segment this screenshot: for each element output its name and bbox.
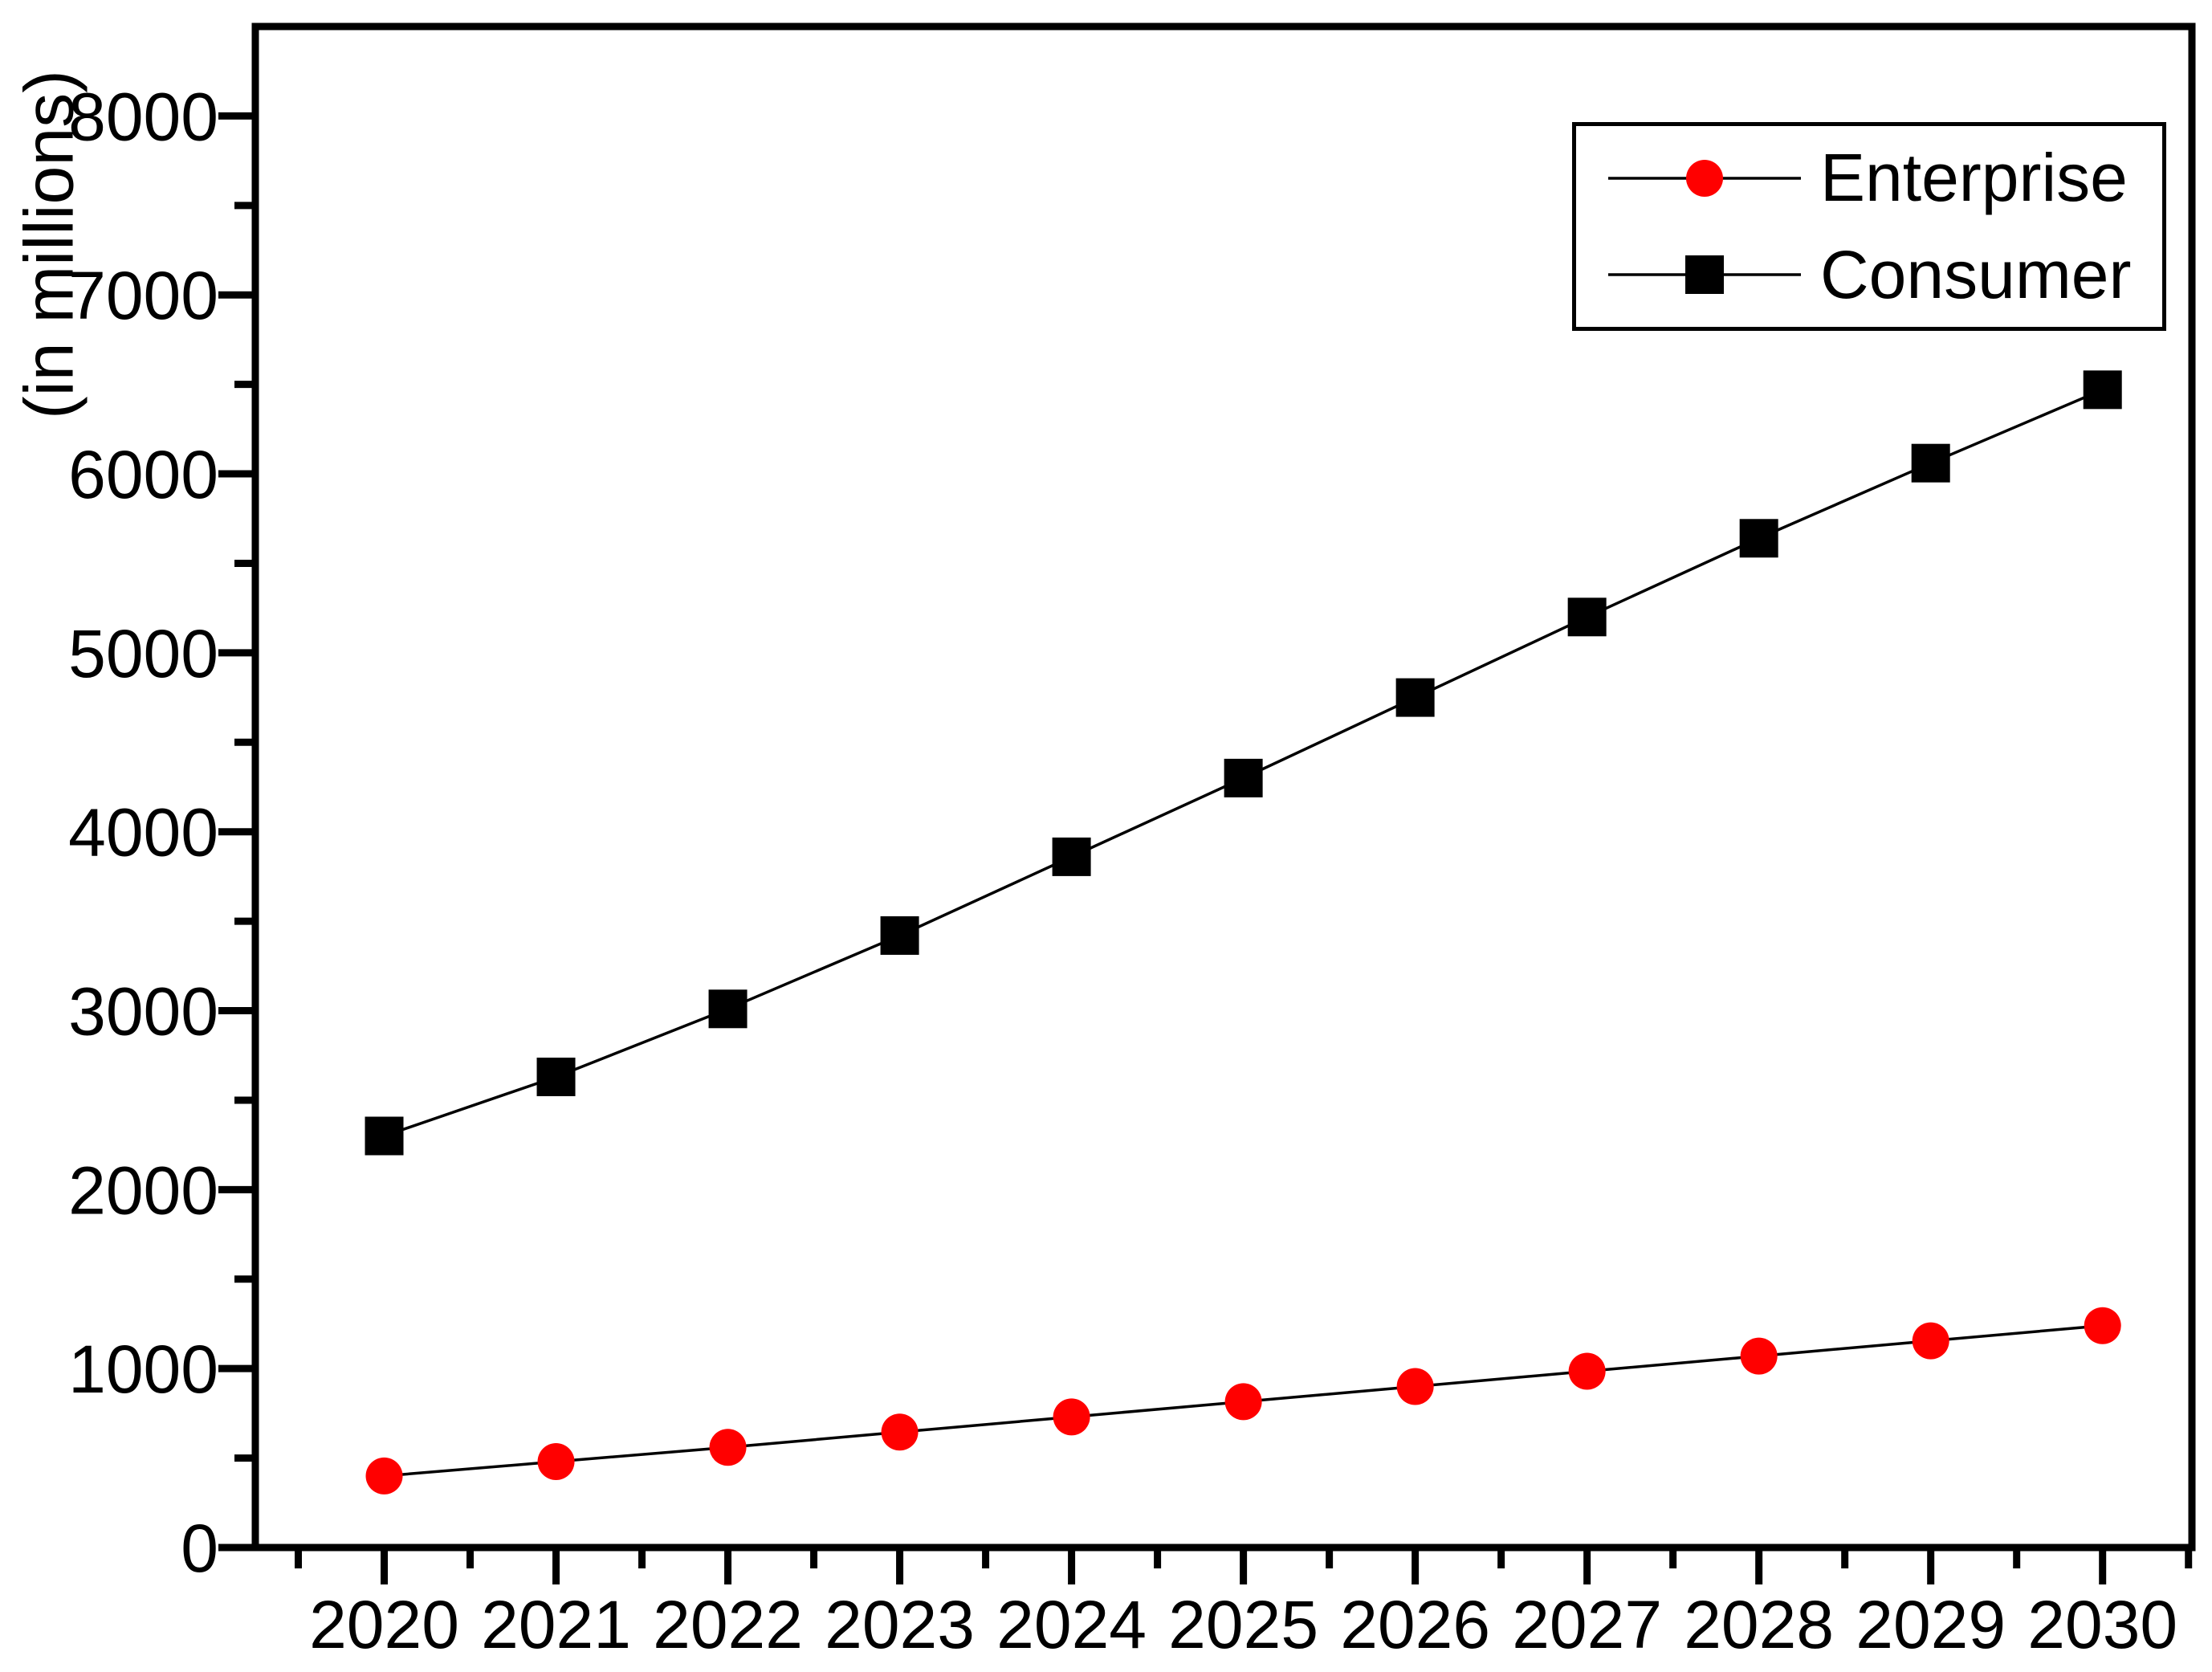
y-tick-label: 1000	[68, 1331, 218, 1407]
y-tick-label: 8000	[68, 79, 218, 154]
series-consumer-marker	[365, 1116, 404, 1156]
series-enterprise-marker	[1224, 1383, 1262, 1421]
x-tick-label: 2025	[1168, 1587, 1318, 1662]
legend-label-consumer: Consumer	[1820, 236, 2132, 312]
series-consumer-marker	[2083, 370, 2122, 410]
y-tick-label: 4000	[68, 795, 218, 871]
y-tick-label: 3000	[68, 974, 218, 1050]
legend-circle-marker-icon	[1686, 159, 1723, 197]
series-enterprise-marker	[709, 1429, 747, 1466]
series-enterprise-marker	[881, 1413, 919, 1451]
x-tick-label: 2021	[481, 1587, 631, 1662]
plot-area	[251, 22, 2196, 1552]
x-tick-label: 2028	[1684, 1587, 1834, 1662]
series-enterprise-marker	[1912, 1322, 1949, 1360]
y-axis-title: (in millions)	[10, 70, 88, 420]
series-consumer-marker	[1739, 519, 1778, 558]
x-tick-label: 2020	[309, 1587, 459, 1662]
series-enterprise-marker	[365, 1457, 403, 1495]
y-tick-label: 2000	[68, 1152, 218, 1228]
series-enterprise-marker	[537, 1443, 575, 1481]
x-tick-label: 2024	[996, 1587, 1147, 1662]
series-consumer-marker	[1395, 678, 1435, 717]
y-tick-label: 5000	[68, 616, 218, 691]
legend-label-enterprise: Enterprise	[1820, 140, 2128, 216]
series-consumer-marker	[1567, 597, 1607, 637]
series-consumer-marker	[880, 916, 919, 955]
series-consumer-marker	[1052, 837, 1091, 876]
series-consumer-marker	[536, 1057, 576, 1096]
consumer-square-swatch-icon	[1608, 255, 1801, 295]
legend-entry-enterprise: Enterprise	[1608, 133, 2162, 223]
x-tick-label: 2023	[825, 1587, 975, 1662]
y-tick-label: 7000	[68, 258, 218, 333]
series-enterprise-marker	[1396, 1368, 1434, 1405]
x-tick-label: 2027	[1512, 1587, 1662, 1662]
enterprise-circle-swatch-icon	[1608, 159, 1801, 197]
y-tick-label: 0	[181, 1511, 218, 1586]
legend-square-marker-icon	[1685, 255, 1724, 295]
series-consumer-marker	[1911, 443, 1950, 483]
y-tick-label: 6000	[68, 437, 218, 512]
x-tick-label: 2022	[653, 1587, 803, 1662]
series-enterprise-marker	[1568, 1352, 1606, 1390]
x-tick-label: 2029	[1856, 1587, 2006, 1662]
legend-box: Enterprise Consumer	[1572, 122, 2166, 331]
x-tick-label: 2026	[1340, 1587, 1490, 1662]
x-tick-label: 2030	[2027, 1587, 2177, 1662]
series-enterprise-marker	[1053, 1398, 1090, 1436]
series-enterprise-marker	[2084, 1307, 2121, 1344]
series-enterprise-marker	[1740, 1337, 1778, 1375]
legend-entry-consumer: Consumer	[1608, 230, 2162, 320]
series-consumer-marker	[1224, 758, 1263, 797]
series-consumer-marker	[708, 989, 748, 1029]
